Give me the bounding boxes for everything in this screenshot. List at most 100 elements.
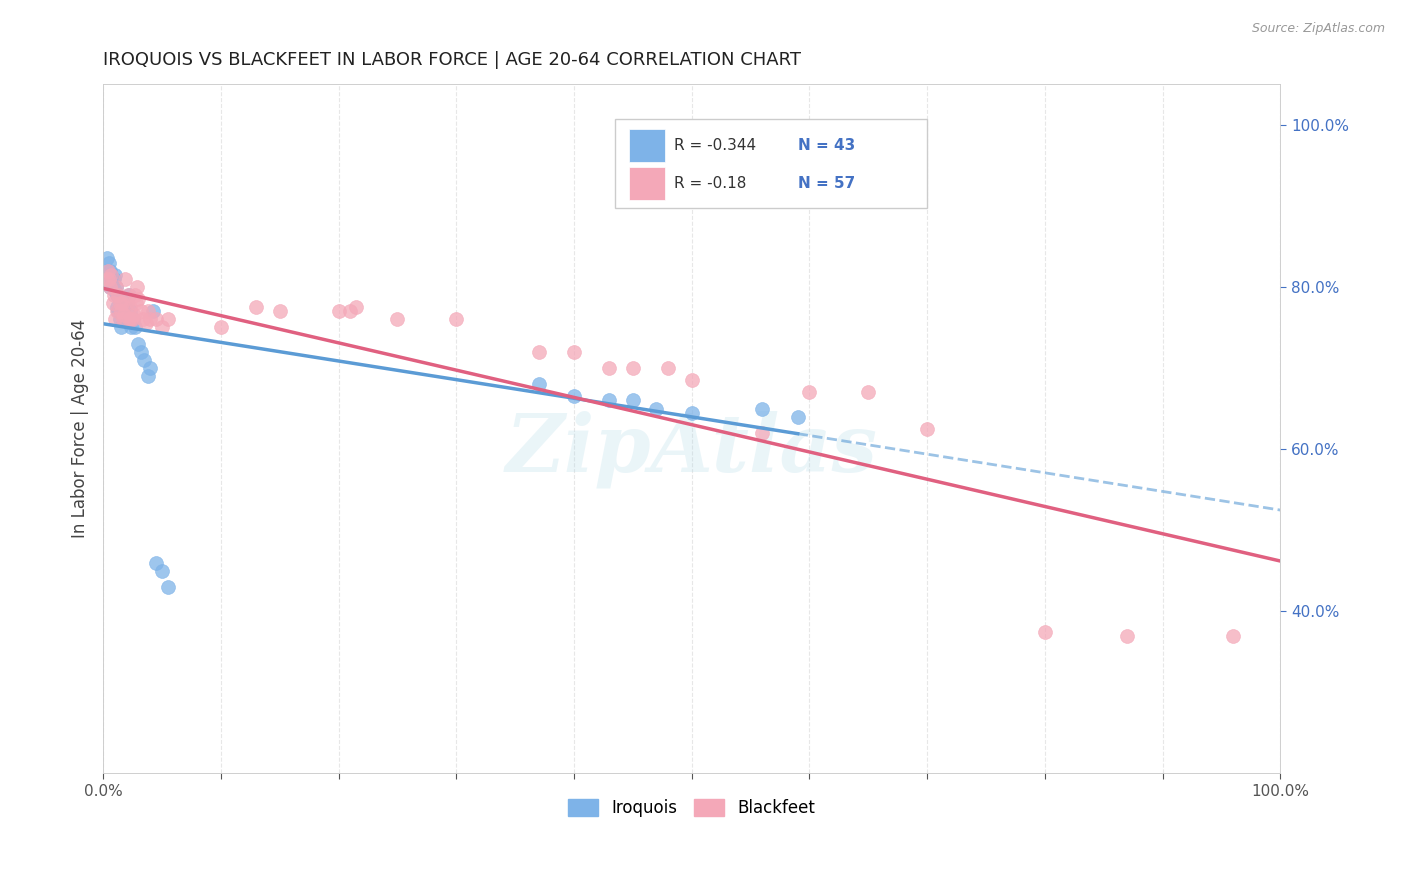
Point	[127, 292, 149, 306]
Point	[110, 304, 132, 318]
Point	[127, 280, 149, 294]
Point	[110, 320, 132, 334]
Point	[98, 280, 121, 294]
Point	[112, 300, 135, 314]
Point	[108, 296, 131, 310]
Point	[98, 280, 121, 294]
Point	[120, 304, 142, 318]
Point	[657, 361, 679, 376]
Point	[209, 320, 232, 334]
Point	[120, 312, 142, 326]
Point	[156, 580, 179, 594]
Point	[562, 344, 585, 359]
Point	[100, 272, 122, 286]
Point	[751, 425, 773, 440]
Point	[118, 312, 141, 326]
Point	[104, 312, 127, 326]
Point	[125, 296, 148, 310]
FancyBboxPatch shape	[630, 129, 665, 162]
Point	[156, 312, 179, 326]
Point	[621, 361, 644, 376]
Point	[129, 304, 152, 318]
Point	[132, 312, 155, 326]
Point	[124, 288, 146, 302]
Legend: Iroquois, Blackfeet: Iroquois, Blackfeet	[561, 792, 823, 823]
Text: ZipAtlas: ZipAtlas	[506, 410, 877, 488]
Point	[107, 288, 129, 302]
Point	[105, 288, 128, 302]
Point	[100, 268, 122, 282]
Point	[101, 280, 124, 294]
Text: R = -0.344: R = -0.344	[673, 138, 756, 153]
Point	[562, 389, 585, 403]
Point	[446, 312, 468, 326]
Point	[117, 312, 139, 326]
Point	[124, 320, 146, 334]
Point	[129, 344, 152, 359]
Point	[96, 252, 118, 266]
Point	[112, 312, 135, 326]
Point	[98, 272, 121, 286]
Point	[134, 352, 156, 367]
Point	[339, 304, 361, 318]
Point	[105, 280, 128, 294]
Point	[621, 393, 644, 408]
Point	[858, 385, 880, 400]
Point	[112, 308, 135, 322]
Point	[121, 312, 143, 326]
Point	[108, 312, 131, 326]
Point	[645, 401, 668, 416]
Point	[527, 344, 550, 359]
Point	[97, 263, 120, 277]
Point	[598, 361, 620, 376]
Point	[139, 312, 162, 326]
Point	[103, 272, 125, 286]
Point	[101, 296, 124, 310]
Text: N = 57: N = 57	[797, 176, 855, 191]
Point	[387, 312, 409, 326]
Point	[104, 284, 127, 298]
Point	[122, 308, 145, 322]
Point	[105, 300, 128, 314]
Point	[1116, 629, 1139, 643]
Point	[139, 361, 162, 376]
Text: R = -0.18: R = -0.18	[673, 176, 747, 191]
Point	[115, 296, 138, 310]
Point	[111, 296, 134, 310]
FancyBboxPatch shape	[616, 119, 927, 208]
Point	[1033, 624, 1056, 639]
Text: IROQUOIS VS BLACKFEET IN LABOR FORCE | AGE 20-64 CORRELATION CHART: IROQUOIS VS BLACKFEET IN LABOR FORCE | A…	[103, 51, 801, 69]
Point	[103, 288, 125, 302]
Point	[145, 312, 167, 326]
Point	[107, 304, 129, 318]
Point	[145, 556, 167, 570]
Point	[117, 288, 139, 302]
Point	[121, 312, 143, 326]
Point	[328, 304, 350, 318]
Y-axis label: In Labor Force | Age 20-64: In Labor Force | Age 20-64	[72, 319, 89, 539]
Point	[98, 255, 121, 269]
Point	[97, 263, 120, 277]
Point	[136, 304, 159, 318]
Point	[150, 320, 173, 334]
Point	[1222, 629, 1244, 643]
Point	[142, 304, 165, 318]
Point	[120, 320, 142, 334]
Point	[527, 377, 550, 392]
Point	[681, 373, 703, 387]
Point	[120, 300, 142, 314]
Point	[127, 336, 149, 351]
Point	[269, 304, 291, 318]
Point	[118, 288, 141, 302]
Point	[136, 369, 159, 384]
Point	[96, 272, 118, 286]
Point	[245, 300, 267, 314]
Point	[114, 272, 136, 286]
Point	[799, 385, 821, 400]
FancyBboxPatch shape	[630, 167, 665, 200]
Point	[751, 401, 773, 416]
Point	[598, 393, 620, 408]
Point	[98, 272, 121, 286]
Point	[150, 564, 173, 578]
Point	[786, 409, 808, 424]
